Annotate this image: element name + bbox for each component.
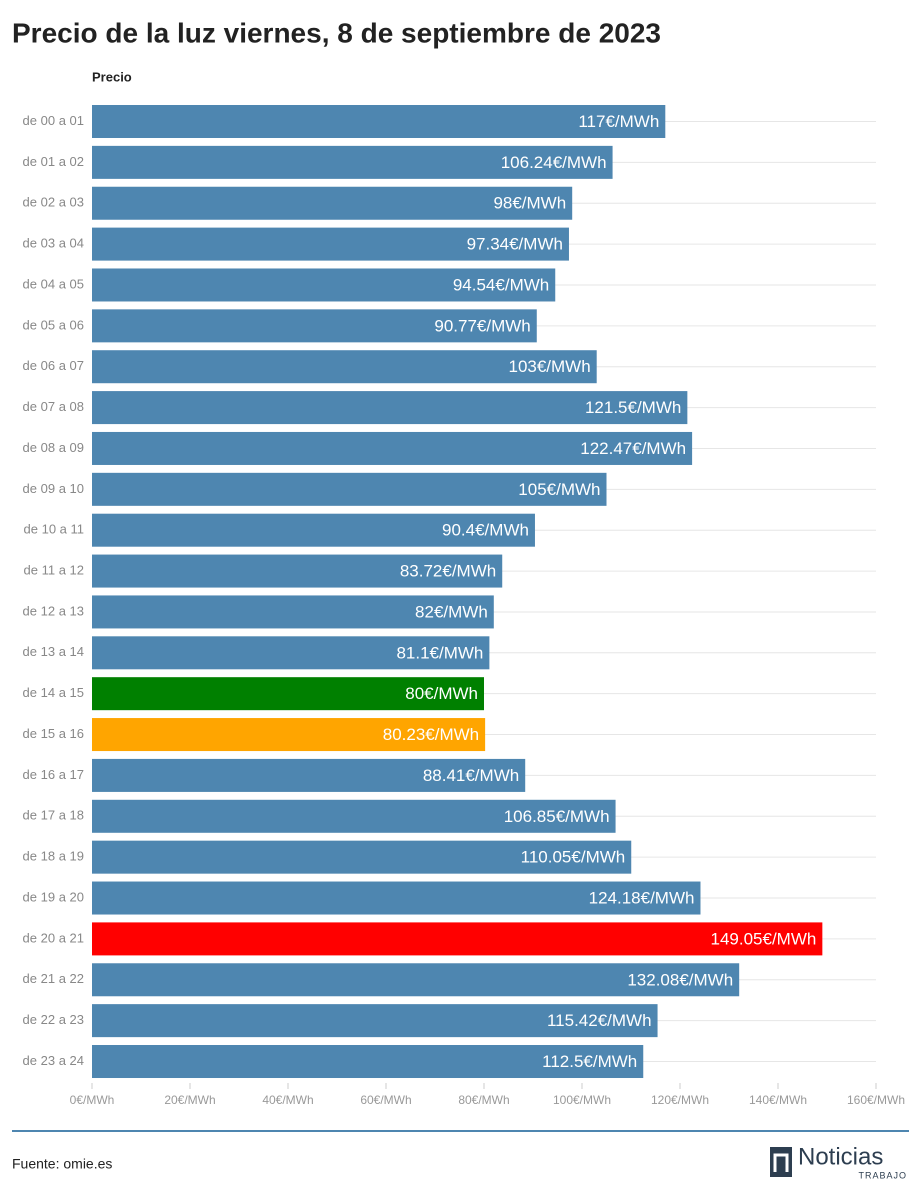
bar xyxy=(92,677,484,711)
value-label: 149.05€/MWh xyxy=(711,929,817,948)
value-label: 106.24€/MWh xyxy=(501,153,607,172)
y-tick-label: de 00 a 01 xyxy=(23,113,84,128)
y-tick-label: de 11 a 12 xyxy=(24,563,84,578)
y-tick-label: de 09 a 10 xyxy=(23,481,84,496)
bar xyxy=(92,350,597,384)
y-tick-label: de 03 a 04 xyxy=(23,236,84,251)
value-label: 121.5€/MWh xyxy=(585,398,681,417)
bar xyxy=(92,309,537,343)
bar xyxy=(92,922,823,956)
logo-name: Noticias xyxy=(798,1143,883,1170)
bar xyxy=(92,186,573,220)
value-label: 115.42€/MWh xyxy=(547,1011,652,1030)
y-tick-label: de 01 a 02 xyxy=(23,154,84,169)
bar xyxy=(92,472,607,506)
bar xyxy=(92,145,613,179)
y-tick-label: de 18 a 19 xyxy=(23,849,84,864)
bar xyxy=(92,636,490,670)
value-label: 81.1€/MWh xyxy=(396,643,483,662)
bar xyxy=(92,799,616,833)
y-tick-label: de 14 a 15 xyxy=(23,685,84,700)
y-tick-label: de 23 a 24 xyxy=(23,1053,84,1068)
value-label: 80.23€/MWh xyxy=(383,725,479,744)
value-label: 90.77€/MWh xyxy=(434,316,530,335)
x-tick-label: 160€/MWh xyxy=(847,1093,905,1107)
x-tick-label: 60€/MWh xyxy=(360,1093,411,1107)
logo-sub: TRABAJO xyxy=(858,1170,907,1180)
bar xyxy=(92,227,569,261)
y-tick-label: de 07 a 08 xyxy=(23,399,84,414)
y-tick-label: de 20 a 21 xyxy=(23,930,84,945)
x-tick-label: 100€/MWh xyxy=(553,1093,611,1107)
x-tick-label: 80€/MWh xyxy=(458,1093,509,1107)
x-tick-label: 40€/MWh xyxy=(262,1093,313,1107)
y-tick-label: de 12 a 13 xyxy=(23,603,84,618)
bar xyxy=(92,554,503,588)
value-label: 117€/MWh xyxy=(578,112,659,131)
bar xyxy=(92,268,556,302)
value-label: 94.54€/MWh xyxy=(453,275,549,294)
x-tick-label: 120€/MWh xyxy=(651,1093,709,1107)
value-label: 97.34€/MWh xyxy=(467,235,563,254)
y-tick-label: de 21 a 22 xyxy=(23,971,84,986)
logo-icon xyxy=(770,1147,792,1177)
value-label: 98€/MWh xyxy=(493,194,566,213)
value-label: 80€/MWh xyxy=(405,684,478,703)
value-label: 110.05€/MWh xyxy=(521,848,626,867)
bar xyxy=(92,431,693,465)
y-tick-label: de 19 a 20 xyxy=(23,889,84,904)
x-tick-label: 140€/MWh xyxy=(749,1093,807,1107)
value-label: 82€/MWh xyxy=(415,602,488,621)
bar xyxy=(92,513,535,547)
y-tick-label: de 02 a 03 xyxy=(23,195,84,210)
y-tick-label: de 04 a 05 xyxy=(23,276,84,291)
y-tick-label: de 08 a 09 xyxy=(23,440,84,455)
logo-glyph xyxy=(773,1153,789,1172)
bar xyxy=(92,758,526,792)
bar xyxy=(92,391,688,425)
bar xyxy=(92,1004,658,1038)
value-label: 103€/MWh xyxy=(508,357,590,376)
y-tick-label: de 05 a 06 xyxy=(23,317,84,332)
bar xyxy=(92,105,666,138)
y-tick-label: de 10 a 11 xyxy=(24,522,84,537)
value-label: 132.08€/MWh xyxy=(627,970,733,989)
y-tick-label: de 22 a 23 xyxy=(23,1012,84,1027)
y-tick-label: de 16 a 17 xyxy=(23,767,84,782)
value-label: 90.4€/MWh xyxy=(442,521,529,540)
value-label: 124.18€/MWh xyxy=(589,889,695,908)
y-tick-label: de 15 a 16 xyxy=(23,726,84,741)
value-label: 105€/MWh xyxy=(518,480,600,499)
column-header: Precio xyxy=(92,69,132,84)
bar xyxy=(92,840,632,874)
y-tick-label: de 13 a 14 xyxy=(23,644,84,659)
bar xyxy=(92,1045,644,1079)
value-label: 88.41€/MWh xyxy=(423,766,519,785)
value-label: 122.47€/MWh xyxy=(580,439,686,458)
bar xyxy=(92,881,701,915)
bar xyxy=(92,595,494,629)
source: Fuente: omie.es xyxy=(12,1156,112,1172)
value-label: 112.5€/MWh xyxy=(542,1052,637,1071)
bar xyxy=(92,963,740,997)
value-label: 83.72€/MWh xyxy=(400,562,496,581)
chart-title: Precio de la luz viernes, 8 de septiembr… xyxy=(12,17,661,48)
bar xyxy=(92,718,486,752)
value-label: 106.85€/MWh xyxy=(504,807,610,826)
x-tick-label: 20€/MWh xyxy=(164,1093,215,1107)
y-tick-label: de 06 a 07 xyxy=(23,358,84,373)
y-tick-label: de 17 a 18 xyxy=(23,808,84,823)
x-tick-label: 0€/MWh xyxy=(70,1093,115,1107)
